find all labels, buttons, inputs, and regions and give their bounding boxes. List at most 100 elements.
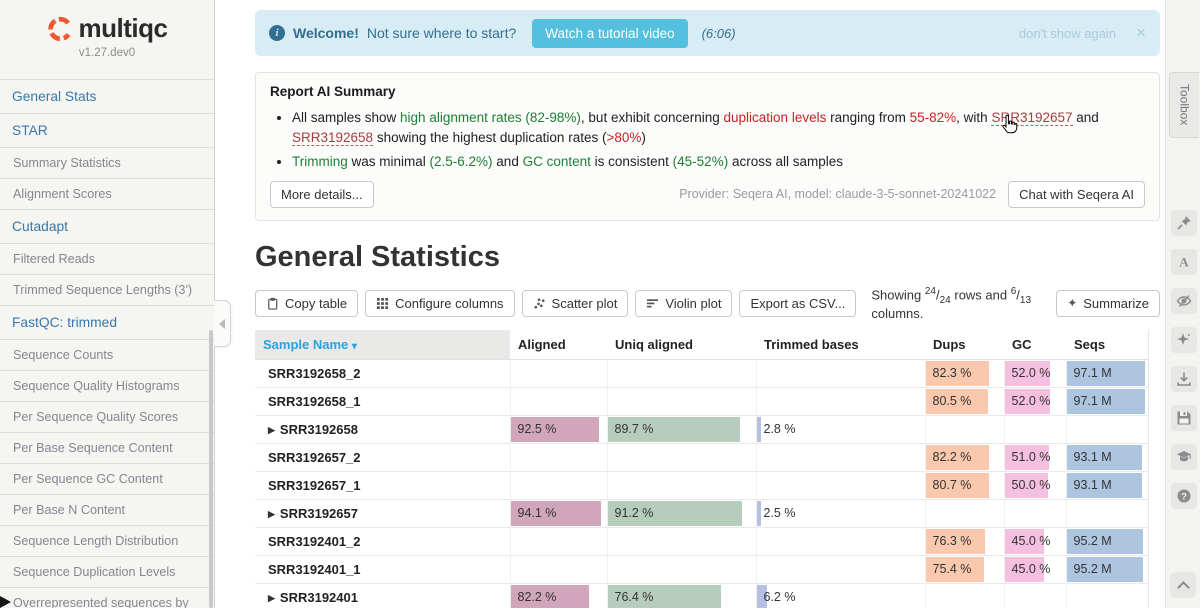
column-header-trimmed-bases[interactable]: Trimmed bases [756,329,925,360]
help-icon[interactable]: ? [1170,483,1197,509]
sample-name-cell[interactable]: SRR3192657_1 [255,470,510,500]
toolbox-tab[interactable]: Toolbox [1169,72,1199,138]
sidebar-item-sequence-length-distribution[interactable]: Sequence Length Distribution [0,525,214,556]
tutorial-icon[interactable] [1170,444,1197,470]
violin-plot-button[interactable]: Violin plot [635,289,733,317]
svg-text:?: ? [1181,492,1187,503]
expand-caret-icon[interactable]: ▶ [268,508,275,519]
sidebar-item-cutadapt[interactable]: Cutadapt [0,209,214,243]
sample-name-cell[interactable]: ▶ SRR3192401 [255,582,510,608]
column-header-dups[interactable]: Dups [925,329,1004,360]
gc-value: 52.0 % [1011,393,1051,408]
cell-aligned [509,386,607,416]
ai-sparkle-icon[interactable] [1170,327,1197,353]
banner-close-icon[interactable]: × [1136,23,1146,42]
chat-seqera-button[interactable]: Chat with Seqera AI [1008,180,1145,208]
ai-text-segment: , but exhibit concerning [580,110,724,125]
ai-text-segment: high alignment rates [400,110,522,125]
multiqc-logo-icon [47,16,70,41]
sample-link[interactable]: SRR3192658 [292,129,374,146]
scroll-to-top-button[interactable] [1170,572,1196,598]
sample-name: SRR3192658_2 [268,365,361,381]
sidebar-item-trimmed-sequence-lengths-3[interactable]: Trimmed Sequence Lengths (3') [0,274,214,305]
column-header-uniq-aligned[interactable]: Uniq aligned [607,329,756,360]
table-row: SRR3192658_1 80.5 % 52.0 % 97.1 M [255,386,1148,416]
sample-name-cell[interactable]: SRR3192401_2 [255,526,510,556]
sidebar-item-overrepresented-sequences-by-sample[interactable]: Overrepresented sequences by sample [0,587,214,608]
sample-link[interactable]: SRR3192657 [991,110,1073,126]
cell-trimmed [755,442,925,472]
watch-tutorial-button[interactable]: Watch a tutorial video [532,18,688,48]
gc-bar [1004,388,1050,414]
sample-name-cell[interactable]: SRR3192401_1 [255,554,510,584]
sample-name-cell[interactable]: SRR3192658_1 [255,386,510,416]
sidebar-item-filtered-reads[interactable]: Filtered Reads [0,243,214,274]
pin-icon[interactable] [1170,210,1197,236]
sidebar-item-alignment-scores[interactable]: Alignment Scores [0,178,214,209]
grid-icon [376,297,389,310]
column-header-aligned[interactable]: Aligned [510,329,607,360]
sidebar-scrollbar[interactable] [209,330,213,608]
dont-show-again-link[interactable]: don't show again [1018,25,1117,41]
gc-bar [1004,360,1050,386]
trimmed-value: 2.8 % [763,421,796,436]
copy-table-button[interactable]: Copy table [255,289,359,317]
sidebar-item-per-sequence-quality-scores[interactable]: Per Sequence Quality Scores [0,401,214,432]
sidebar-collapse-button[interactable] [214,300,231,347]
summarize-button[interactable]: ✦ Summarize [1056,289,1160,317]
gs-table-body: SRR3192658_2 82.3 % 52.0 % 97.1 M SRR3192658… [255,358,1148,608]
expand-caret-icon[interactable]: ▶ [268,424,275,435]
more-details-button[interactable]: More details... [270,180,374,208]
ai-text-segment: ranging from [826,110,910,125]
sidebar-item-sequence-counts[interactable]: Sequence Counts [0,339,214,370]
save-icon[interactable] [1170,405,1197,431]
gc-bar [1004,528,1044,554]
eye-hide-icon[interactable] [1170,288,1197,314]
seqs-bar [1066,444,1142,470]
sample-name-cell[interactable]: ▶ SRR3192657 [255,498,510,528]
cell-aligned: 82.2 % [509,582,607,608]
sidebar-item-per-base-n-content[interactable]: Per Base N Content [0,494,214,525]
font-icon[interactable]: A [1170,249,1197,275]
seqs-bar [1066,360,1146,386]
configure-columns-button[interactable]: Configure columns [365,289,515,317]
sample-name-cell[interactable]: SRR3192657_2 [255,442,510,472]
dups-bar [925,556,984,582]
column-header-gc[interactable]: GC [1004,329,1066,360]
cell-gc: 45.0 % [1003,554,1066,584]
column-header-sample-name[interactable]: Sample Name ▾ [255,329,510,360]
sidebar-item-per-base-sequence-content[interactable]: Per Base Sequence Content [0,432,214,463]
ai-bullet: Trimming was minimal (2.5-6.2%) and GC c… [292,152,1145,172]
cell-gc [1003,498,1066,528]
scatter-plot-button[interactable]: Scatter plot [521,289,629,317]
sample-name-cell[interactable]: SRR3192658_2 [255,358,510,388]
sidebar-item-general-stats[interactable]: General Stats [0,79,214,113]
sidebar-item-sequence-duplication-levels[interactable]: Sequence Duplication Levels [0,556,214,587]
sidebar-item-star[interactable]: STAR [0,113,214,147]
sidebar-item-fastqc-trimmed[interactable]: FastQC: trimmed [0,305,214,339]
cell-gc: 52.0 % [1003,386,1066,416]
sidebar-item-summary-statistics[interactable]: Summary Statistics [0,147,214,178]
sidebar-item-sequence-quality-histograms[interactable]: Sequence Quality Histograms [0,370,214,401]
cell-aligned: 94.1 % [509,498,607,528]
cell-dups [924,498,1004,528]
button-label: Copy table [285,295,348,311]
export-as-csv-button[interactable]: Export as CSV... [739,289,857,317]
gc-value: 45.0 % [1011,561,1051,576]
ai-bullet: All samples show high alignment rates (8… [292,108,1145,147]
cell-seqs [1065,582,1148,608]
sample-name-cell[interactable]: ▶ SRR3192658 [255,414,510,444]
ai-text-segment: duplication levels [723,110,827,125]
sidebar-item-per-sequence-gc-content[interactable]: Per Sequence GC Content [0,463,214,494]
expand-caret-icon[interactable]: ▶ [268,592,275,603]
gc-bar [1004,444,1050,470]
cell-seqs: 95.2 M [1065,554,1148,584]
aligned-bar [510,416,600,442]
cell-dups: 80.5 % [924,386,1004,416]
main-content: i Welcome! Not sure where to start? Watc… [216,0,1165,608]
download-icon[interactable] [1170,366,1197,392]
cell-uniq [606,386,756,416]
dups-value: 76.3 % [932,533,972,548]
gc-value: 51.0 % [1011,449,1051,464]
column-header-seqs[interactable]: Seqs [1066,329,1148,360]
